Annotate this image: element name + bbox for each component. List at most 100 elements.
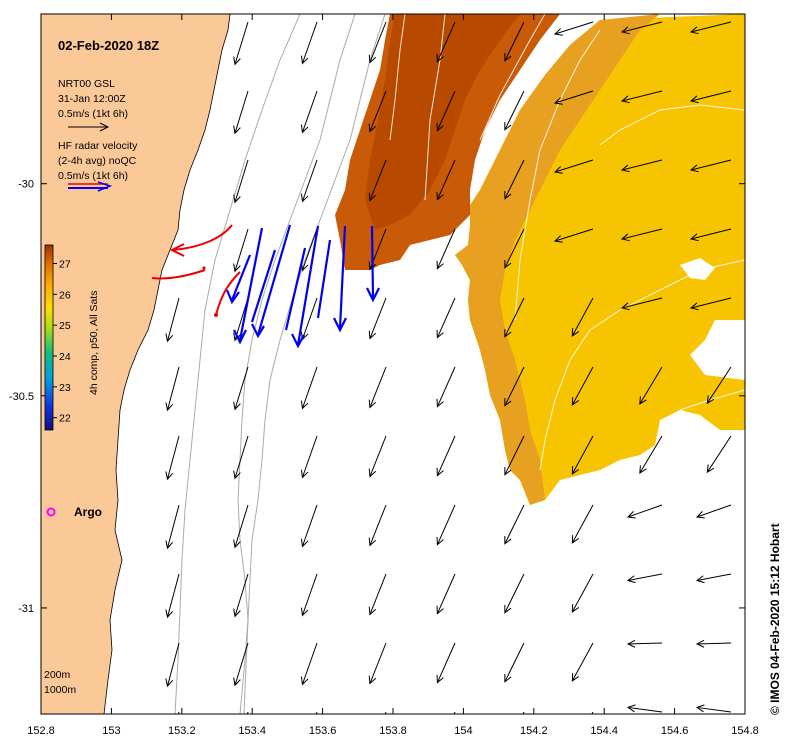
gsl-arrowhead	[553, 235, 563, 243]
gsl-arrowhead	[695, 639, 705, 648]
hf-arrow	[230, 254, 252, 301]
gsl-arrowhead	[553, 166, 563, 174]
gsl-arrowhead	[436, 260, 444, 270]
gsl-arrowhead	[695, 575, 705, 584]
gsl-arrow	[436, 573, 456, 614]
gsl-arrowhead	[233, 539, 241, 549]
gsl-arrow	[554, 21, 594, 35]
gsl-arrow	[621, 21, 663, 33]
gsl-arrow	[436, 435, 456, 476]
gsl-arrow	[571, 297, 594, 337]
hf-arrow	[370, 225, 375, 299]
gsl-arrowhead	[504, 52, 512, 62]
hf-arrow	[256, 224, 292, 336]
x-tick-label: 154.8	[731, 725, 759, 737]
gsl-arrowhead	[571, 604, 580, 613]
gsl-arrow	[301, 504, 318, 547]
drifter-tracks	[151, 224, 241, 316]
gsl-arrowhead	[233, 194, 241, 204]
hf-arrow	[296, 225, 320, 346]
gsl-arrow	[571, 642, 594, 682]
sst-contours	[389, 14, 745, 471]
gsl-arrowhead	[234, 747, 241, 750]
gsl-arrowhead	[233, 332, 241, 342]
gsl-legend-date: 31-Jan 12:00Z	[58, 93, 126, 105]
colorbar-tick-label: 26	[59, 289, 71, 301]
gsl-arrow	[369, 573, 387, 615]
gsl-arrow	[690, 159, 732, 171]
gsl-arrowhead	[233, 401, 241, 411]
gsl-arrow	[504, 504, 525, 545]
gsl-arrowhead	[504, 397, 512, 407]
gsl-arrow	[301, 159, 318, 202]
drifter-point	[202, 266, 206, 270]
gsl-arrow	[436, 159, 456, 200]
isobath-1000-label: 1000m	[44, 684, 76, 696]
x-tick-label: 153.2	[168, 725, 196, 737]
gsl-arrow	[621, 90, 663, 102]
colorbar-tick-label: 24	[59, 351, 71, 363]
gsl-arrowhead	[689, 302, 699, 311]
gsl-arrowhead	[504, 673, 512, 683]
gsl-arrowhead	[436, 467, 444, 477]
gsl-arrow	[234, 504, 249, 548]
sst-mid-region	[455, 14, 660, 505]
map-title: 02-Feb-2020 18Z	[58, 38, 159, 53]
gsl-arrow	[234, 21, 249, 65]
gsl-arrow	[369, 504, 387, 546]
gsl-arrowhead	[437, 744, 443, 750]
gsl-arrowhead	[571, 673, 580, 682]
sst-cloud-gap	[720, 320, 745, 348]
gsl-arrow	[571, 435, 594, 475]
gsl-arrowhead	[165, 609, 174, 619]
gsl-arrow	[436, 228, 456, 269]
gsl-arrow	[696, 642, 732, 645]
gsl-arrowhead	[233, 470, 241, 480]
gsl-arrow	[301, 573, 318, 616]
gsl-arrowhead	[165, 333, 174, 343]
gsl-arrowhead	[368, 192, 377, 202]
gsl-arrow	[690, 90, 732, 102]
sst-cloud-gap	[680, 258, 715, 280]
gsl-arrowhead	[436, 122, 444, 132]
gsl-arrow	[571, 504, 594, 544]
gsl-arrowhead	[620, 164, 630, 173]
gsl-arrowhead	[300, 676, 309, 686]
gsl-arrow	[166, 573, 180, 618]
gsl-arrow	[504, 435, 525, 476]
gsl-arrow	[504, 90, 525, 131]
gsl-arrowhead	[436, 329, 444, 339]
gsl-arrowhead	[300, 124, 309, 134]
colorbar-tick-label: 22	[59, 413, 71, 425]
colorbar-tick-label: 27	[59, 259, 71, 271]
gsl-arrowhead	[620, 233, 630, 242]
gsl-arrow	[369, 642, 387, 684]
gsl-arrow	[234, 366, 249, 410]
hf-arrow	[316, 239, 332, 319]
gsl-arrowhead	[300, 193, 309, 203]
gsl-arrowhead	[368, 261, 377, 271]
gsl-arrow	[301, 297, 318, 340]
gsl-arrow	[706, 435, 732, 473]
gsl-arrowhead	[368, 606, 377, 616]
gsl-arrowhead	[233, 263, 241, 273]
gsl-arrow	[166, 297, 180, 342]
gsl-arrow	[706, 366, 732, 404]
gsl-arrow	[690, 297, 732, 309]
gsl-arrowhead	[165, 471, 174, 481]
gsl-arrow	[166, 435, 180, 480]
hf-arrow	[338, 225, 347, 329]
colorbar-ticks: 27 26 25 24 23 22	[53, 259, 71, 425]
gsl-arrow	[504, 21, 525, 62]
gsl-arrow	[621, 159, 663, 171]
x-tick-label: 152.8	[27, 725, 55, 737]
gsl-arrowhead	[571, 397, 580, 406]
argo-marker	[46, 507, 56, 517]
gsl-arrowhead	[436, 674, 444, 684]
gsl-arrowhead	[626, 704, 636, 713]
colorbar-label: 4h comp, p50, All Sats	[88, 291, 100, 395]
gsl-arrow	[571, 573, 594, 613]
hf-legend-avg: (2-4h avg) noQC	[58, 155, 137, 167]
x-tick-label: 154	[454, 725, 472, 737]
